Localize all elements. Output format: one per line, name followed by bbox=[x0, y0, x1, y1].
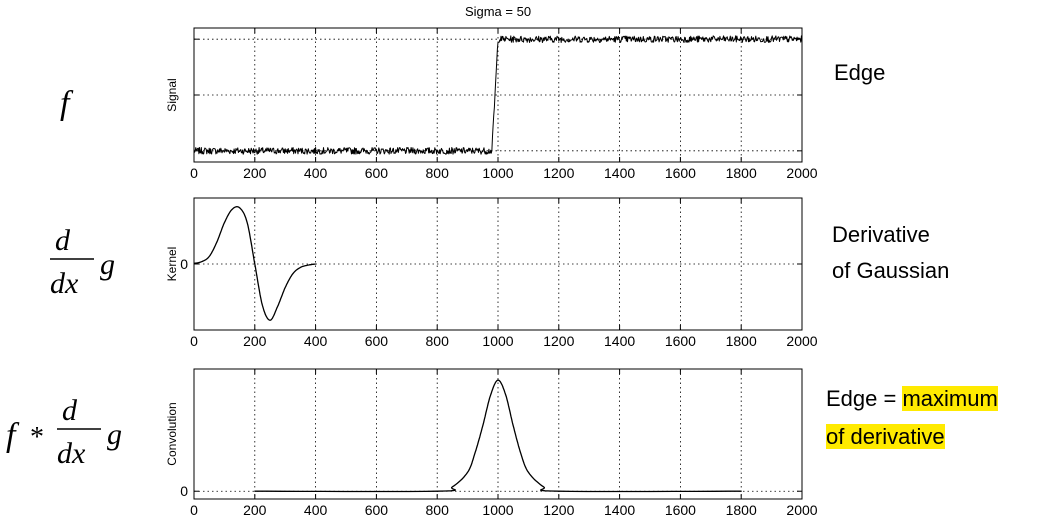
x-tick-label: 1600 bbox=[665, 165, 696, 181]
x-tick-label: 1400 bbox=[604, 333, 635, 349]
chart-panel-3: 0 200 400 600 800 1000 1200 1400 1600 1800 2000 0 Co… bbox=[165, 368, 818, 518]
x-tick-label: 1800 bbox=[726, 165, 757, 181]
x-tick-label: 200 bbox=[243, 502, 267, 518]
x-tick-label: 200 bbox=[243, 165, 267, 181]
plots-group: 0 200 400 600 800 1000 1200 1400 1600 1800 2000Sig… bbox=[165, 4, 818, 518]
x-tick-label: 2000 bbox=[786, 165, 817, 181]
formula-f-symbol: f bbox=[60, 85, 74, 122]
formula-star: * bbox=[30, 422, 44, 453]
series-line-1 bbox=[193, 35, 803, 155]
formula-g: g bbox=[100, 248, 115, 281]
y-axis-label: Convolution bbox=[165, 402, 179, 465]
x-tick-label: 1400 bbox=[604, 165, 635, 181]
x-tick-label: 0 bbox=[190, 502, 198, 518]
formula-d-numerator: d bbox=[55, 224, 71, 257]
caption-highlight-maximum: maximum bbox=[902, 386, 998, 411]
x-tick-label: 800 bbox=[426, 165, 450, 181]
x-tick-label: 1600 bbox=[665, 333, 696, 349]
x-tick-label: 1400 bbox=[604, 502, 635, 518]
x-tick-label: 1800 bbox=[726, 333, 757, 349]
caption-derivative-line1: Derivative bbox=[832, 222, 930, 247]
x-tick-label: 2000 bbox=[786, 502, 817, 518]
caption-derivative-line2: of Gaussian bbox=[832, 258, 950, 283]
x-tick-label: 1200 bbox=[543, 502, 574, 518]
x-tick-label: 0 bbox=[190, 165, 198, 181]
x-tick-label: 1800 bbox=[726, 502, 757, 518]
y-axis-label: Signal bbox=[165, 78, 179, 111]
caption-edge: Edge bbox=[834, 60, 886, 85]
y-tick-label: 0 bbox=[180, 256, 188, 272]
x-tick-label: 1200 bbox=[543, 333, 574, 349]
formula-derivative-of-g: d dx g bbox=[50, 224, 115, 300]
x-tick-label: 1000 bbox=[482, 502, 513, 518]
formula-conv-d-numerator: d bbox=[62, 394, 78, 427]
formula-conv-dx-denominator: dx bbox=[57, 437, 86, 470]
x-tick-label: 600 bbox=[365, 165, 389, 181]
formula-conv-g: g bbox=[107, 418, 122, 451]
formula-convolution: f * d dx g bbox=[6, 394, 122, 470]
y-axis-label: Kernel bbox=[165, 247, 179, 282]
formula-dx-denominator: dx bbox=[50, 267, 79, 300]
x-tick-label: 200 bbox=[243, 333, 267, 349]
x-tick-label: 800 bbox=[426, 502, 450, 518]
y-tick-label: 0 bbox=[180, 483, 188, 499]
caption-result-prefix: Edge = bbox=[826, 386, 903, 411]
caption-result-line1: Edge = maximum bbox=[826, 386, 998, 412]
x-tick-label: 0 bbox=[190, 333, 198, 349]
x-tick-label: 600 bbox=[365, 502, 389, 518]
caption-highlight-of-derivative: of derivative bbox=[826, 424, 945, 449]
x-tick-label: 800 bbox=[426, 333, 450, 349]
x-tick-label: 400 bbox=[304, 502, 328, 518]
chart-title: Sigma = 50 bbox=[465, 4, 531, 19]
x-tick-label: 2000 bbox=[786, 333, 817, 349]
caption-result-line2: of derivative bbox=[826, 424, 945, 450]
series-line-1 bbox=[193, 206, 316, 321]
x-tick-label: 1000 bbox=[482, 165, 513, 181]
formula-f: f bbox=[60, 85, 74, 122]
x-tick-label: 1000 bbox=[482, 333, 513, 349]
x-tick-label: 1200 bbox=[543, 165, 574, 181]
chart-panel-1: 0 200 400 600 800 1000 1200 1400 1600 1800 2000 Sig… bbox=[165, 4, 818, 181]
x-tick-label: 400 bbox=[304, 333, 328, 349]
x-tick-label: 600 bbox=[365, 333, 389, 349]
formula-conv-f: f bbox=[6, 417, 20, 454]
series-line-1 bbox=[254, 379, 742, 493]
chart-panel-2: 0 200 400 600 800 1000 1200 1400 1600 1800 20000Ke… bbox=[165, 197, 818, 349]
x-tick-label: 1600 bbox=[665, 502, 696, 518]
x-tick-label: 400 bbox=[304, 165, 328, 181]
